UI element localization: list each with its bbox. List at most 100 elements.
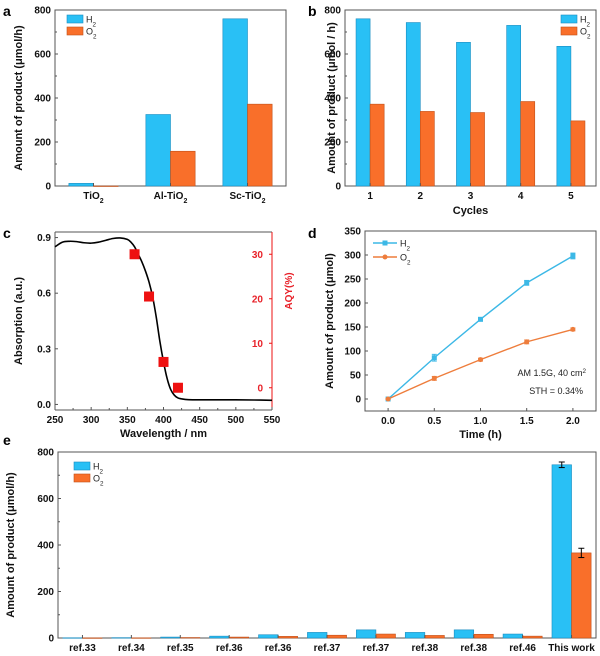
x-axis-label: Time (h) — [459, 429, 502, 441]
y-tick-label: 600 — [324, 50, 341, 61]
bar-o2 — [369, 103, 385, 187]
point-h2 — [524, 280, 530, 286]
legend-swatch-h2 — [560, 14, 578, 24]
x-tick-label: This work — [548, 643, 595, 654]
bar-h2 — [209, 635, 230, 639]
y-tick-label: 0.3 — [37, 344, 51, 355]
x-tick-label: 350 — [119, 415, 136, 426]
y-tick-label: 400 — [34, 94, 51, 105]
bar-h2 — [453, 629, 475, 639]
legend-label: H2 — [93, 462, 104, 476]
point-h2 — [431, 355, 437, 361]
y-axis-label: Amount of product (μmol) — [324, 253, 336, 389]
point-o2 — [570, 326, 576, 332]
bar-h2 — [405, 22, 421, 187]
y-tick-label: 400 — [324, 94, 341, 105]
x-tick-label: ref.36 — [265, 643, 292, 654]
panel-b: 0 200 400 600 800 1 2 3 4 5 Amount of product (μmo… — [308, 3, 597, 217]
y-tick-label: 300 — [344, 251, 361, 262]
aqy-point — [172, 382, 183, 393]
bar-o2 — [424, 635, 445, 639]
x-tick-label: ref.37 — [363, 643, 390, 654]
legend-label: O2 — [86, 27, 97, 41]
x-tick-label: Sc-TiO2 — [230, 191, 266, 205]
y-tick-label: 0.9 — [37, 233, 51, 244]
x-tick-label: 1 — [367, 191, 373, 202]
legend-swatch-o2 — [73, 473, 91, 483]
x-tick-label: ref.33 — [69, 643, 96, 654]
bar-o2 — [419, 111, 435, 187]
bar-h2 — [506, 25, 522, 187]
x-tick-label: 0.0 — [381, 416, 395, 427]
y-tick-label: 200 — [37, 587, 54, 598]
bar-o2 — [473, 633, 494, 639]
x-tick-label: Al-TiO2 — [154, 191, 188, 205]
bar-o2 — [571, 552, 592, 639]
point-h2 — [570, 253, 576, 259]
y-axis-label: Amount of product (μmol/h) — [5, 472, 17, 618]
legend-marker-o2 — [382, 254, 388, 260]
bar-h2 — [258, 634, 279, 639]
y-tick-label: 250 — [344, 275, 361, 286]
x-tick-label: 2 — [418, 191, 424, 202]
panel-c: 250 300 350 400 450 500 550 0.0 0.3 0.6 0.9 0 10 20 30… — [3, 225, 295, 440]
y-axis-label: Absorption (a.u.) — [13, 277, 25, 365]
bar-o2 — [179, 637, 201, 639]
y-tick-label: 0 — [335, 182, 341, 193]
x-tick-label: 5 — [568, 191, 574, 202]
legend-label: H2 — [400, 239, 411, 253]
annotation-sth: STH = 0.34% — [529, 386, 583, 396]
bar-o2 — [375, 633, 396, 639]
bar-h2 — [404, 632, 426, 639]
bar-o2 — [570, 120, 586, 187]
x-tick-label: 0.5 — [427, 416, 441, 427]
y-tick-label: 200 — [344, 299, 361, 310]
legend-swatch-h2 — [66, 14, 84, 24]
y-tick-label: 0.0 — [37, 400, 51, 411]
bar-o2 — [326, 634, 347, 639]
bar-o2 — [170, 150, 196, 187]
y2-tick-label: 20 — [252, 294, 264, 305]
aqy-point — [144, 291, 155, 302]
legend-swatch-o2 — [66, 26, 84, 36]
bar-o2 — [520, 101, 536, 187]
panel-letter: c — [3, 225, 11, 241]
x-tick-label: ref.38 — [411, 643, 438, 654]
y-tick-label: 0 — [48, 634, 54, 645]
legend-label: H2 — [580, 15, 591, 29]
bar-h2 — [68, 183, 94, 187]
panel-letter: e — [3, 432, 11, 448]
bar-h2 — [355, 18, 371, 187]
y-tick-label: 800 — [324, 6, 341, 17]
x-tick-label: 1.0 — [474, 416, 488, 427]
point-h2 — [478, 316, 483, 322]
bar-h2 — [502, 633, 523, 639]
x-tick-label: 2.0 — [566, 416, 580, 427]
point-o2 — [431, 375, 437, 381]
panel-letter: b — [308, 3, 317, 19]
y-axis-label: Amount of product (μmol/h) — [13, 25, 25, 171]
y-tick-label: 50 — [350, 371, 362, 382]
x-tick-label: ref.36 — [216, 643, 243, 654]
x-tick-label: TiO2 — [83, 191, 103, 205]
y-tick-label: 0 — [45, 182, 51, 193]
x-tick-label: 1.5 — [520, 416, 534, 427]
x-tick-label: ref.38 — [460, 643, 487, 654]
y-tick-label: 600 — [37, 494, 54, 505]
y-tick-label: 800 — [34, 6, 51, 17]
bar-h2 — [111, 637, 132, 639]
bar-h2 — [456, 42, 471, 187]
y-tick-label: 800 — [37, 448, 54, 459]
panel-e: 0 200 400 600 800 ref.33 ref.34 ref.35 ref.36 ref… — [3, 432, 597, 654]
y2-tick-label: 30 — [252, 250, 264, 261]
panel-letter: d — [308, 225, 317, 241]
bar-o2 — [131, 637, 152, 639]
legend-label: O2 — [580, 27, 591, 41]
aqy-point — [129, 249, 140, 260]
bar-h2 — [356, 629, 377, 639]
x-tick-label: 4 — [518, 191, 524, 202]
y2-tick-label: 10 — [252, 339, 264, 350]
bar-h2 — [160, 636, 181, 639]
bar-h2 — [307, 632, 328, 639]
